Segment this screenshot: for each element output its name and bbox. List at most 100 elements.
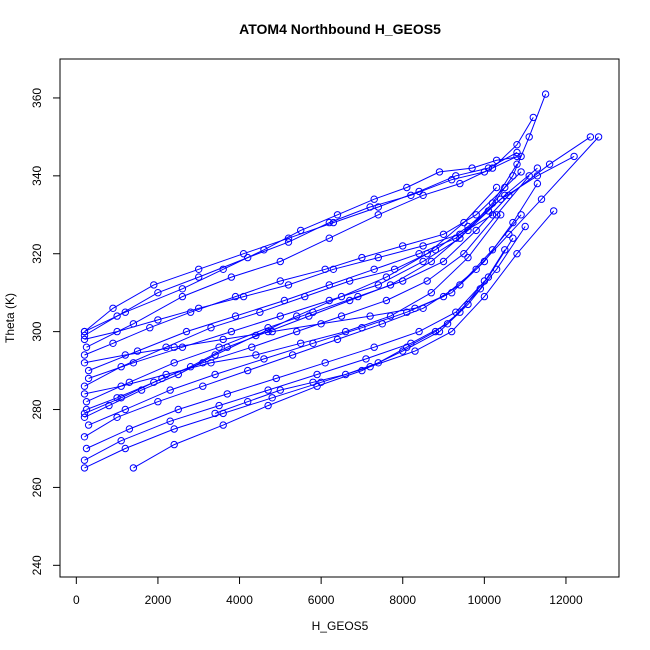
data-point bbox=[374, 253, 382, 262]
data-point bbox=[374, 281, 382, 289]
data-point bbox=[464, 226, 472, 235]
x-tick-label: 6000 bbox=[308, 593, 335, 607]
data-point bbox=[419, 191, 427, 200]
data-point bbox=[293, 312, 301, 320]
data-point bbox=[550, 207, 558, 215]
chart-title: ATOM4 Northbound H_GEOS5 bbox=[239, 21, 441, 37]
series-line bbox=[214, 280, 485, 414]
data-point bbox=[195, 304, 203, 312]
data-point bbox=[480, 292, 489, 301]
data-point bbox=[366, 312, 374, 320]
data-point bbox=[513, 152, 521, 161]
series-line bbox=[88, 136, 599, 426]
data-point bbox=[121, 405, 130, 414]
data-point bbox=[80, 390, 89, 398]
data-point bbox=[435, 168, 444, 176]
data-point bbox=[439, 292, 448, 301]
x-tick-label: 4000 bbox=[226, 593, 253, 607]
data-point bbox=[374, 211, 382, 219]
data-point bbox=[525, 172, 533, 180]
data-point bbox=[329, 265, 338, 273]
data-point bbox=[219, 265, 227, 273]
data-point bbox=[170, 343, 178, 351]
x-tick-label: 0 bbox=[73, 593, 80, 607]
data-point bbox=[215, 401, 223, 410]
data-point bbox=[594, 133, 603, 141]
data-point bbox=[525, 133, 533, 141]
data-point bbox=[195, 265, 203, 273]
series-14 bbox=[80, 148, 521, 336]
data-point bbox=[403, 183, 411, 192]
y-tick-label: 360 bbox=[30, 88, 44, 108]
data-point bbox=[513, 250, 521, 258]
data-point bbox=[464, 253, 472, 262]
data-point bbox=[533, 164, 542, 172]
data-point bbox=[403, 308, 411, 316]
data-point bbox=[82, 444, 91, 453]
data-point bbox=[219, 421, 227, 429]
data-point bbox=[121, 308, 130, 316]
data-point bbox=[488, 199, 497, 207]
data-point bbox=[386, 312, 395, 320]
data-point bbox=[452, 172, 460, 180]
data-point bbox=[317, 378, 325, 386]
series-15 bbox=[80, 211, 497, 344]
data-point bbox=[337, 292, 346, 301]
data-point bbox=[492, 265, 501, 273]
data-point bbox=[219, 335, 227, 344]
data-point bbox=[113, 312, 121, 320]
series-1 bbox=[80, 152, 521, 340]
series-19 bbox=[211, 277, 489, 418]
data-point bbox=[121, 351, 130, 359]
series-line bbox=[84, 187, 497, 418]
data-point bbox=[321, 359, 329, 367]
data-point bbox=[239, 250, 248, 258]
data-point bbox=[150, 281, 158, 289]
data-point bbox=[423, 277, 431, 285]
y-tick-label: 240 bbox=[30, 555, 44, 575]
data-point bbox=[509, 218, 517, 227]
data-point bbox=[244, 398, 252, 406]
data-point bbox=[284, 238, 293, 246]
data-point bbox=[227, 273, 236, 281]
data-point bbox=[231, 312, 240, 320]
plot-area bbox=[80, 90, 603, 472]
data-point bbox=[427, 289, 435, 297]
data-point bbox=[109, 304, 117, 312]
data-point bbox=[244, 366, 252, 375]
data-point bbox=[370, 343, 378, 351]
series-line bbox=[84, 214, 522, 438]
series-21 bbox=[80, 183, 501, 421]
data-point bbox=[162, 343, 170, 351]
data-point bbox=[448, 289, 456, 297]
data-point bbox=[472, 265, 480, 273]
data-point bbox=[399, 242, 407, 250]
y-tick-label: 300 bbox=[30, 321, 44, 341]
data-point bbox=[415, 250, 423, 258]
data-point bbox=[480, 277, 489, 285]
data-point bbox=[80, 409, 89, 418]
data-point bbox=[252, 351, 260, 359]
data-point bbox=[513, 141, 521, 149]
data-point bbox=[105, 401, 113, 410]
data-point bbox=[488, 246, 497, 254]
data-point bbox=[195, 273, 203, 281]
x-axis-label: H_GEOS5 bbox=[312, 619, 369, 633]
data-point bbox=[80, 331, 89, 340]
data-point bbox=[317, 320, 325, 328]
data-point bbox=[439, 230, 448, 239]
x-tick-label: 8000 bbox=[389, 593, 416, 607]
data-point bbox=[329, 218, 338, 227]
y-tick-label: 340 bbox=[30, 166, 44, 186]
data-point bbox=[207, 324, 215, 332]
data-point bbox=[170, 359, 178, 367]
data-point bbox=[305, 312, 313, 320]
data-point bbox=[386, 281, 395, 289]
data-point bbox=[456, 234, 464, 242]
data-point bbox=[239, 292, 248, 301]
data-point bbox=[346, 296, 354, 305]
series-12 bbox=[80, 207, 558, 472]
data-point bbox=[333, 211, 342, 219]
data-point bbox=[244, 253, 252, 262]
